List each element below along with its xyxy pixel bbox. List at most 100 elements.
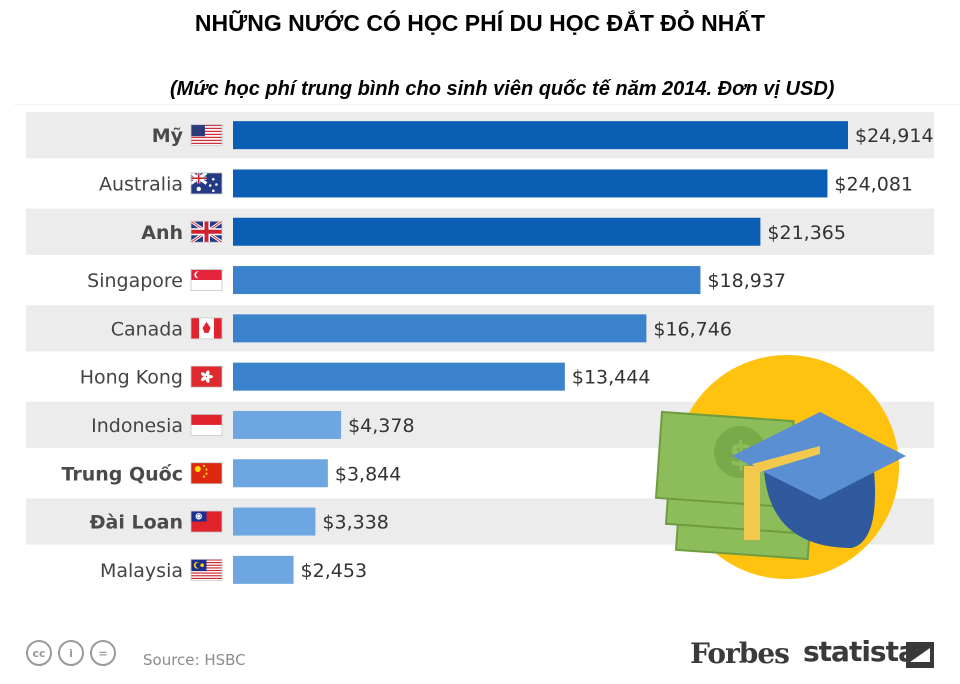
flag-part <box>205 377 210 383</box>
value-label: $13,444 <box>572 367 651 389</box>
flag-gb-icon <box>190 220 223 244</box>
attribution-icon[interactable]: i <box>58 640 84 666</box>
flag-part <box>205 472 208 475</box>
bar <box>233 459 328 488</box>
flag-part <box>191 576 222 578</box>
value-label: $4,378 <box>348 415 414 437</box>
flag-sg-icon <box>190 269 223 291</box>
statista-logo[interactable]: statista <box>803 635 917 668</box>
flag-part <box>215 183 218 186</box>
bar <box>233 169 828 198</box>
flag-border <box>190 462 223 485</box>
flag-part <box>191 124 205 137</box>
flag-border <box>190 220 223 243</box>
flag-au-icon <box>190 171 223 195</box>
flag-part <box>197 172 200 184</box>
source-note: Source: HSBC <box>143 651 246 669</box>
flag-ca-icon <box>190 317 223 340</box>
flag-part <box>195 562 202 569</box>
flag-part <box>200 563 204 568</box>
flag-part <box>191 124 222 127</box>
flag-part <box>191 269 222 281</box>
flag-part <box>191 577 222 580</box>
flag-part <box>191 142 222 145</box>
flag-part <box>191 317 200 339</box>
category-label: Malaysia <box>100 560 183 582</box>
forbes-logo[interactable]: Forbes <box>690 637 790 670</box>
flag-part <box>191 573 222 576</box>
flag-part <box>202 321 211 333</box>
flag-border <box>190 414 223 436</box>
flag-hk-icon <box>190 365 223 388</box>
flag-part <box>191 141 222 143</box>
flag-part <box>205 370 210 377</box>
flag-part <box>197 514 201 518</box>
flag-part <box>201 372 207 377</box>
flag-part <box>196 271 203 279</box>
bar <box>233 121 848 150</box>
flag-part <box>191 126 222 128</box>
category-label: Đài Loan <box>90 512 183 534</box>
flag-part <box>191 136 222 139</box>
category-label: Canada <box>111 318 183 340</box>
value-label: $18,937 <box>707 270 786 292</box>
flag-border <box>190 172 223 195</box>
flag-part <box>208 184 212 187</box>
flag-tw-icon <box>190 510 223 533</box>
bar <box>233 266 701 295</box>
flag-part <box>191 144 222 146</box>
flag-border <box>190 124 223 147</box>
flag-cn-icon <box>190 462 223 485</box>
flag-part <box>191 130 222 133</box>
cap-tassel-cord <box>752 446 820 472</box>
bar <box>233 314 647 343</box>
flag-part <box>191 127 222 130</box>
statista-logo-mark <box>906 642 934 668</box>
category-label: Singapore <box>87 270 183 292</box>
category-label: Mỹ <box>152 125 184 147</box>
cap-top <box>732 412 906 500</box>
flag-part <box>191 133 222 136</box>
flag-part <box>191 135 222 137</box>
flag-part <box>213 317 222 339</box>
bar <box>233 507 316 536</box>
bar <box>233 362 565 391</box>
value-label: $2,453 <box>301 560 367 582</box>
no-derivatives-icon[interactable]: = <box>90 640 116 666</box>
flag-part <box>202 464 206 467</box>
value-label: $3,338 <box>322 512 388 534</box>
value-label: $21,365 <box>767 222 846 244</box>
category-label: Indonesia <box>91 415 183 437</box>
flag-part <box>191 132 222 134</box>
bar <box>233 410 342 439</box>
flag-part <box>191 575 222 577</box>
flag-part <box>212 177 215 181</box>
flag-my-icon <box>190 558 223 581</box>
flag-part <box>191 424 222 436</box>
cap-body <box>764 470 876 548</box>
category-label: Australia <box>99 173 183 195</box>
value-label: $24,914 <box>855 125 934 147</box>
cap-tassel <box>744 466 760 540</box>
flag-part <box>191 138 222 140</box>
flag-part <box>202 475 206 478</box>
flag-part <box>191 572 222 574</box>
flag-border <box>190 317 223 340</box>
bar <box>233 555 294 584</box>
flag-border <box>190 510 223 533</box>
title-panel <box>14 0 960 105</box>
value-label: $16,746 <box>653 318 732 340</box>
flag-border <box>190 365 223 388</box>
flag-part <box>191 139 222 142</box>
creative-commons-icon[interactable]: cc <box>26 640 52 666</box>
flag-us-icon <box>190 124 223 147</box>
flag-part <box>191 366 222 388</box>
value-label: $24,081 <box>834 173 913 195</box>
flag-part <box>204 221 209 243</box>
category-label: Hong Kong <box>80 367 183 389</box>
flag-part <box>194 466 201 473</box>
value-label: $3,844 <box>335 463 401 485</box>
category-label: Trung Quốc <box>61 462 183 485</box>
flag-id-icon <box>190 414 223 436</box>
